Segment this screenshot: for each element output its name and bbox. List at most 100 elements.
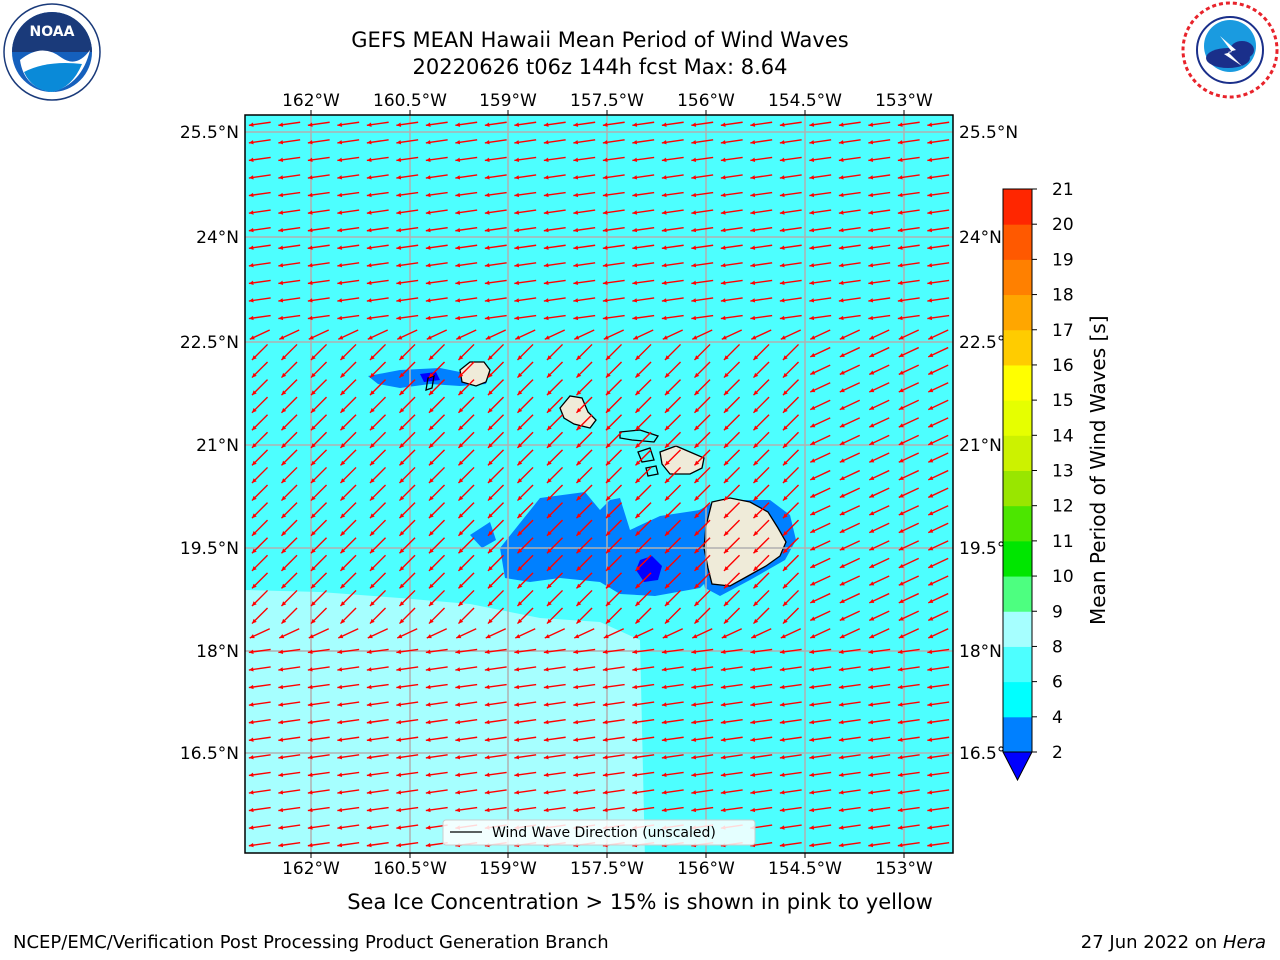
wind-arrow-head	[399, 601, 405, 606]
wind-arrow-head	[839, 616, 845, 621]
wind-arrow-head	[455, 227, 461, 233]
wind-arrow-head	[455, 755, 461, 760]
wind-arrow-head	[632, 210, 638, 215]
wind-arrow-head	[869, 405, 875, 410]
wind-arrow-head	[602, 737, 608, 742]
wind-arrow-head	[337, 175, 343, 180]
wind-arrow-head	[399, 407, 405, 413]
wind-arrow-head	[396, 737, 402, 742]
wind-arrow-head	[838, 227, 844, 233]
wind-arrow-head	[839, 493, 845, 498]
wind-arrow-head	[720, 192, 726, 198]
wind-arrow-head	[484, 192, 490, 198]
wind-arrow-head	[750, 667, 756, 672]
wind-arrow-head	[869, 423, 875, 428]
wind-arrow-head	[927, 280, 933, 285]
lon-label: 153°W	[875, 859, 933, 879]
wind-arrow-head	[278, 807, 284, 813]
wind-arrow-head	[425, 842, 431, 848]
wind-arrow-head	[605, 566, 611, 571]
wind-arrow-head	[576, 495, 582, 501]
wind-arrow-head	[868, 245, 874, 250]
wind-arrow-head	[694, 513, 700, 519]
wind-arrow-head	[514, 263, 520, 268]
wind-arrow-head	[782, 460, 788, 466]
wind-arrow-head	[337, 755, 343, 760]
wind-arrow-head	[369, 460, 375, 466]
wind-arrow-head	[779, 175, 785, 180]
wind-arrow-head	[543, 667, 549, 672]
wind-arrow-head	[278, 210, 284, 215]
wind-arrow-head	[750, 245, 756, 250]
wind-arrow-head	[928, 634, 934, 639]
wind-arrow-head	[455, 157, 461, 162]
wind-arrow-head	[278, 157, 284, 162]
wind-arrow-head	[425, 649, 431, 654]
wind-arrow-head	[868, 122, 874, 127]
wind-arrow-head	[517, 495, 523, 501]
wind-arrow-head	[366, 807, 372, 813]
wind-arrow-head	[838, 667, 844, 672]
wind-arrow-head	[425, 667, 431, 672]
wind-arrow-head	[307, 684, 313, 690]
wind-arrow-head	[340, 355, 346, 360]
wind-arrow-head	[278, 280, 284, 285]
wind-arrow-head	[633, 335, 639, 340]
wind-arrow-head	[281, 460, 287, 466]
wind-arrow-head	[750, 790, 756, 795]
wind-arrow-head	[310, 530, 316, 536]
wind-arrow-head	[809, 140, 815, 145]
wind-arrow-head	[307, 772, 313, 777]
wind-arrow-head	[605, 460, 611, 466]
wind-arrow-head	[928, 563, 934, 568]
wind-arrow-head	[838, 192, 844, 198]
wind-arrow-head	[780, 634, 786, 639]
wind-arrow-head	[279, 335, 285, 340]
wind-arrow-head	[810, 475, 816, 480]
wind-arrow-head	[810, 388, 816, 393]
wind-arrow-head	[605, 407, 611, 413]
wind-arrow-head	[779, 772, 785, 777]
wind-arrow-head	[720, 737, 726, 742]
chart-subtitle: 20220626 t06z 144h fcst Max: 8.64	[412, 55, 788, 79]
wind-arrow-head	[455, 192, 461, 198]
wind-arrow-head	[458, 443, 464, 448]
wind-arrow-head	[869, 352, 875, 357]
wind-arrow-head	[691, 772, 697, 777]
lat-label: 24°N	[196, 228, 239, 248]
wind-arrow-head	[251, 530, 257, 536]
wind-arrow-head	[425, 122, 431, 127]
wind-arrow-head	[278, 298, 284, 303]
wind-arrow-head	[632, 192, 638, 198]
wind-arrow-head	[632, 702, 638, 707]
wind-arrow-head	[278, 315, 284, 321]
wind-arrow-head	[278, 649, 284, 654]
wind-arrow-head	[281, 601, 287, 606]
wind-arrow-head	[635, 583, 641, 589]
wind-arrow-head	[484, 122, 490, 127]
wind-arrow-head	[691, 737, 697, 742]
wind-arrow-head	[632, 684, 638, 690]
wind-arrow-head	[487, 372, 493, 378]
wind-arrow-head	[484, 772, 490, 777]
wind-arrow-head	[514, 280, 520, 285]
wind-arrow-head	[691, 122, 697, 127]
wind-arrow-head	[691, 790, 697, 795]
wind-arrow-head	[543, 192, 549, 198]
wind-arrow-head	[573, 315, 579, 321]
wind-arrow-head	[632, 649, 638, 654]
wind-arrow-head	[632, 157, 638, 162]
island-kahoolawe	[645, 465, 659, 477]
wind-arrow-head	[809, 192, 815, 198]
wind-arrow-head	[838, 790, 844, 795]
wind-arrow-head	[514, 122, 520, 127]
wind-arrow-head	[399, 425, 405, 431]
wind-arrow-head	[750, 192, 756, 198]
lat-label: 18°N	[959, 642, 1002, 662]
wind-arrow-head	[928, 528, 934, 533]
wind-arrow-head	[869, 598, 875, 603]
wind-arrow-head	[720, 122, 726, 127]
wind-arrow-head	[602, 122, 608, 127]
wind-arrow-head	[839, 546, 845, 551]
wind-arrow-head	[249, 634, 255, 639]
